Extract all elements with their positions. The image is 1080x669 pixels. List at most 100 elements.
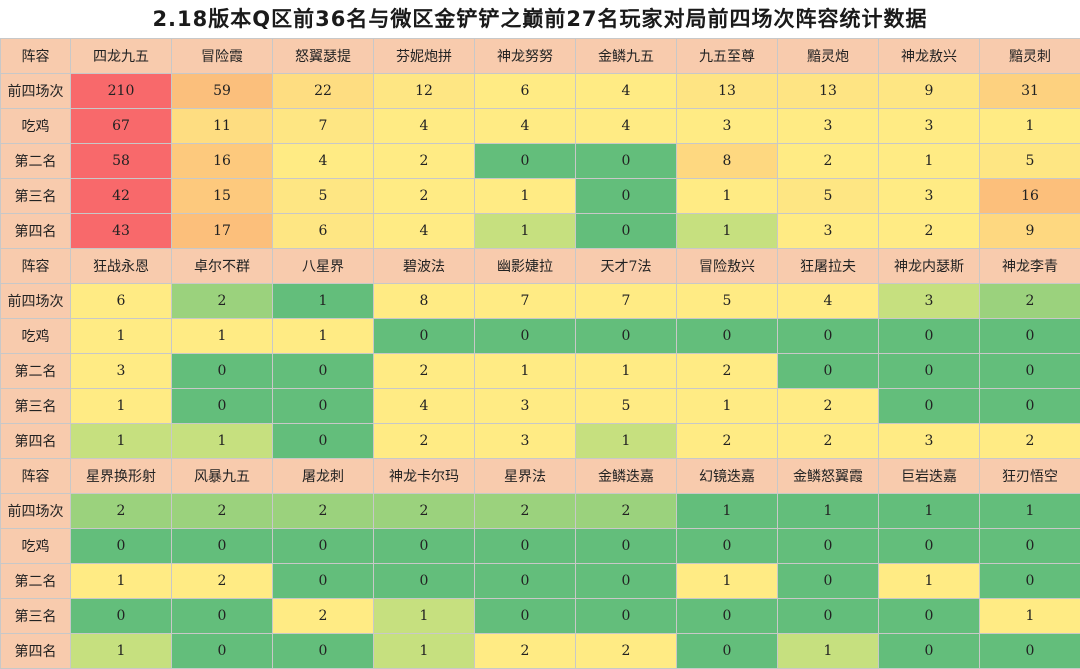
data-cell: 8 bbox=[374, 284, 475, 319]
lineup-name: 星界法 bbox=[475, 459, 576, 494]
data-cell: 0 bbox=[172, 529, 273, 564]
lineup-name: 八星界 bbox=[273, 249, 374, 284]
data-cell: 0 bbox=[677, 634, 778, 669]
data-cell: 13 bbox=[677, 74, 778, 109]
row-label: 前四场次 bbox=[1, 494, 71, 529]
row-label: 第三名 bbox=[1, 389, 71, 424]
lineup-header-row: 阵容狂战永恩卓尔不群八星界碧波法幽影婕拉天才7法冒险敖兴狂屠拉夫神龙内瑟斯神龙李… bbox=[1, 249, 1080, 284]
lineup-name: 金鳞九五 bbox=[576, 39, 677, 74]
row-label: 第二名 bbox=[1, 564, 71, 599]
data-cell: 3 bbox=[71, 354, 172, 389]
data-cell: 0 bbox=[879, 634, 980, 669]
data-cell: 0 bbox=[778, 564, 879, 599]
data-cell: 0 bbox=[475, 529, 576, 564]
lineup-name: 神龙努努 bbox=[475, 39, 576, 74]
data-cell: 1 bbox=[980, 494, 1080, 529]
lineup-name: 金鳞怒翼霞 bbox=[778, 459, 879, 494]
data-cell: 67 bbox=[71, 109, 172, 144]
lineup-name: 巨岩迭嘉 bbox=[879, 459, 980, 494]
lineup-name: 冒险敖兴 bbox=[677, 249, 778, 284]
data-cell: 0 bbox=[576, 319, 677, 354]
data-cell: 6 bbox=[273, 214, 374, 249]
data-cell: 0 bbox=[980, 529, 1080, 564]
data-cell: 1 bbox=[778, 634, 879, 669]
lineup-name: 屠龙刺 bbox=[273, 459, 374, 494]
data-cell: 12 bbox=[374, 74, 475, 109]
data-cell: 0 bbox=[374, 319, 475, 354]
lineup-header-row: 阵容四龙九五冒险霞怒翼瑟提芬妮炮拼神龙努努金鳞九五九五至尊黯灵炮神龙敖兴黯灵刺 bbox=[1, 39, 1080, 74]
lineup-name: 冒险霞 bbox=[172, 39, 273, 74]
lineup-name: 黯灵炮 bbox=[778, 39, 879, 74]
data-cell: 0 bbox=[576, 564, 677, 599]
row-label: 第三名 bbox=[1, 599, 71, 634]
data-cell: 0 bbox=[879, 599, 980, 634]
data-cell: 0 bbox=[172, 599, 273, 634]
lineup-name: 神龙李青 bbox=[980, 249, 1080, 284]
data-cell: 0 bbox=[273, 564, 374, 599]
data-cell: 5 bbox=[273, 179, 374, 214]
data-cell: 1 bbox=[677, 564, 778, 599]
data-cell: 4 bbox=[576, 109, 677, 144]
data-cell: 0 bbox=[273, 389, 374, 424]
data-cell: 7 bbox=[475, 284, 576, 319]
data-cell: 1 bbox=[71, 424, 172, 459]
data-cell: 0 bbox=[273, 529, 374, 564]
data-cell: 2 bbox=[172, 284, 273, 319]
data-cell: 1 bbox=[980, 599, 1080, 634]
lineup-name: 九五至尊 bbox=[677, 39, 778, 74]
data-cell: 1 bbox=[273, 284, 374, 319]
data-cell: 0 bbox=[374, 564, 475, 599]
data-cell: 42 bbox=[71, 179, 172, 214]
data-cell: 0 bbox=[576, 144, 677, 179]
data-cell: 1 bbox=[677, 214, 778, 249]
lineup-name: 星界换形射 bbox=[71, 459, 172, 494]
data-cell: 15 bbox=[172, 179, 273, 214]
data-cell: 1 bbox=[677, 494, 778, 529]
data-cell: 3 bbox=[677, 109, 778, 144]
data-cell: 0 bbox=[879, 529, 980, 564]
data-cell: 2 bbox=[374, 424, 475, 459]
data-cell: 2 bbox=[374, 179, 475, 214]
data-cell: 5 bbox=[980, 144, 1080, 179]
data-cell: 2 bbox=[677, 424, 778, 459]
data-cell: 3 bbox=[778, 109, 879, 144]
data-cell: 0 bbox=[172, 389, 273, 424]
lineup-name: 幻镜迭嘉 bbox=[677, 459, 778, 494]
data-cell: 2 bbox=[374, 494, 475, 529]
data-cell: 1 bbox=[71, 389, 172, 424]
row-label: 前四场次 bbox=[1, 284, 71, 319]
row-label: 第四名 bbox=[1, 214, 71, 249]
lineup-name: 怒翼瑟提 bbox=[273, 39, 374, 74]
data-cell: 2 bbox=[576, 494, 677, 529]
data-cell: 2 bbox=[374, 354, 475, 389]
data-cell: 1 bbox=[576, 354, 677, 389]
data-cell: 4 bbox=[374, 109, 475, 144]
data-cell: 0 bbox=[273, 424, 374, 459]
table-body: 阵容四龙九五冒险霞怒翼瑟提芬妮炮拼神龙努努金鳞九五九五至尊黯灵炮神龙敖兴黯灵刺前… bbox=[1, 39, 1080, 669]
lineup-name: 卓尔不群 bbox=[172, 249, 273, 284]
lineup-name: 金鳞迭嘉 bbox=[576, 459, 677, 494]
data-cell: 2 bbox=[677, 354, 778, 389]
lineup-name: 幽影婕拉 bbox=[475, 249, 576, 284]
lineup-stats-table: 阵容四龙九五冒险霞怒翼瑟提芬妮炮拼神龙努努金鳞九五九五至尊黯灵炮神龙敖兴黯灵刺前… bbox=[0, 38, 1080, 669]
data-cell: 3 bbox=[475, 389, 576, 424]
data-cell: 1 bbox=[475, 354, 576, 389]
data-cell: 5 bbox=[778, 179, 879, 214]
data-cell: 0 bbox=[778, 319, 879, 354]
data-cell: 0 bbox=[879, 319, 980, 354]
data-cell: 4 bbox=[374, 389, 475, 424]
data-cell: 0 bbox=[980, 634, 1080, 669]
row-label: 吃鸡 bbox=[1, 109, 71, 144]
lineup-name: 四龙九五 bbox=[71, 39, 172, 74]
data-cell: 0 bbox=[273, 354, 374, 389]
data-cell: 8 bbox=[677, 144, 778, 179]
row-label: 第四名 bbox=[1, 424, 71, 459]
data-cell: 3 bbox=[778, 214, 879, 249]
data-cell: 1 bbox=[576, 424, 677, 459]
header-label: 阵容 bbox=[1, 39, 71, 74]
data-cell: 2 bbox=[475, 634, 576, 669]
lineup-name: 狂屠拉夫 bbox=[778, 249, 879, 284]
